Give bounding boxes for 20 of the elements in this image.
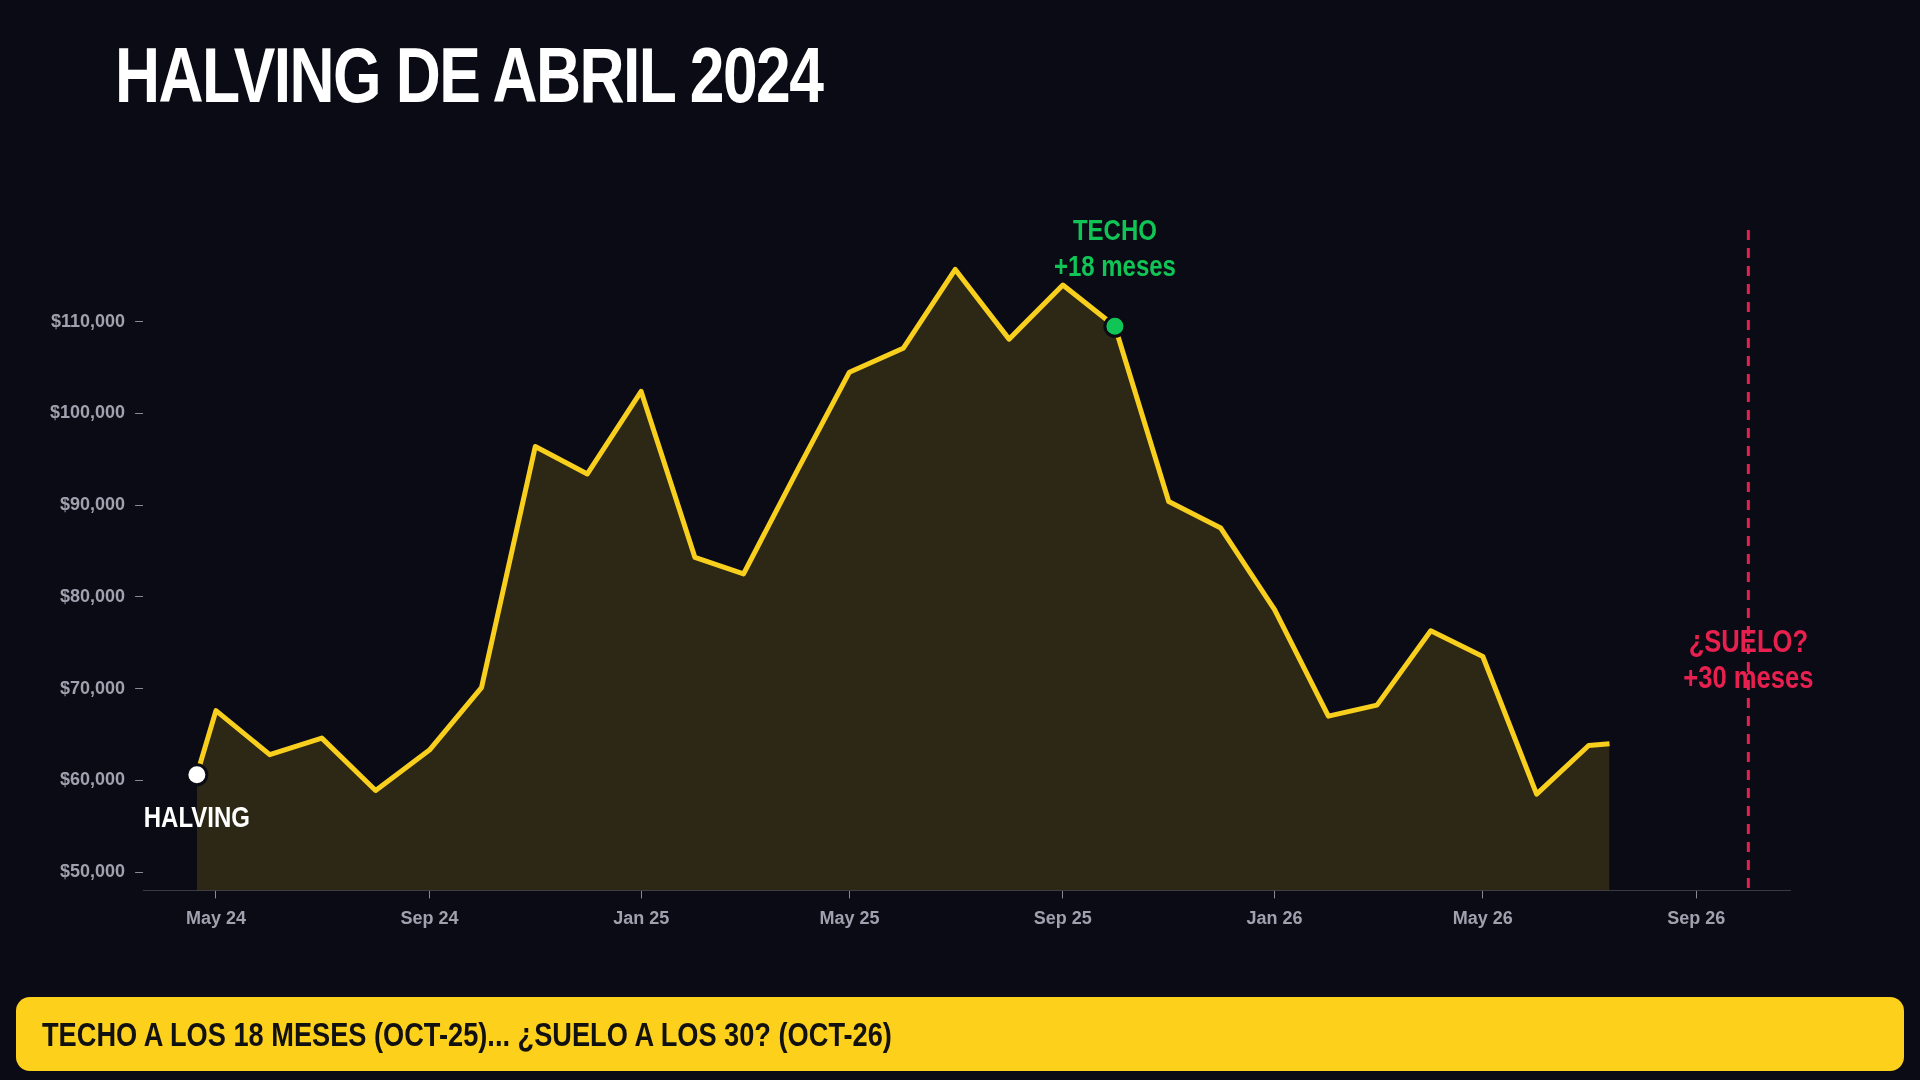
y-tick-label: $60,000 — [60, 769, 126, 790]
x-tick-label: May 24 — [185, 908, 246, 929]
y-tick-label: $80,000 — [60, 585, 126, 606]
y-tick-label: $100,000 — [50, 402, 126, 423]
y-tick-label: $110,000 — [50, 310, 126, 331]
x-tick-label: Jan 25 — [613, 908, 670, 929]
y-tick-label: $50,000 — [60, 861, 126, 882]
x-tick-label: Sep 24 — [400, 908, 459, 929]
ref-line-label: ¿SUELO? +30 meses — [1683, 623, 1814, 695]
text: TECHO A LOS 18 MESES (OCT-25)... ¿SUELO A LOS 30? (OCT-26) — [42, 1014, 892, 1054]
chart-title: HALVING DE ABRIL 2024 — [115, 30, 823, 121]
x-tick-label: May 26 — [1452, 908, 1513, 929]
annotation: TECHO +18 meses — [1053, 212, 1176, 283]
x-tick-label: May 25 — [819, 908, 880, 929]
annotation: HALVING — [143, 799, 250, 834]
x-tick-label: Jan 26 — [1246, 908, 1303, 929]
x-tick-label: Sep 26 — [1667, 908, 1726, 929]
y-tick-label: $70,000 — [60, 677, 126, 698]
x-tick-label: Sep 25 — [1033, 908, 1092, 929]
y-tick-label: $90,000 — [60, 494, 126, 515]
